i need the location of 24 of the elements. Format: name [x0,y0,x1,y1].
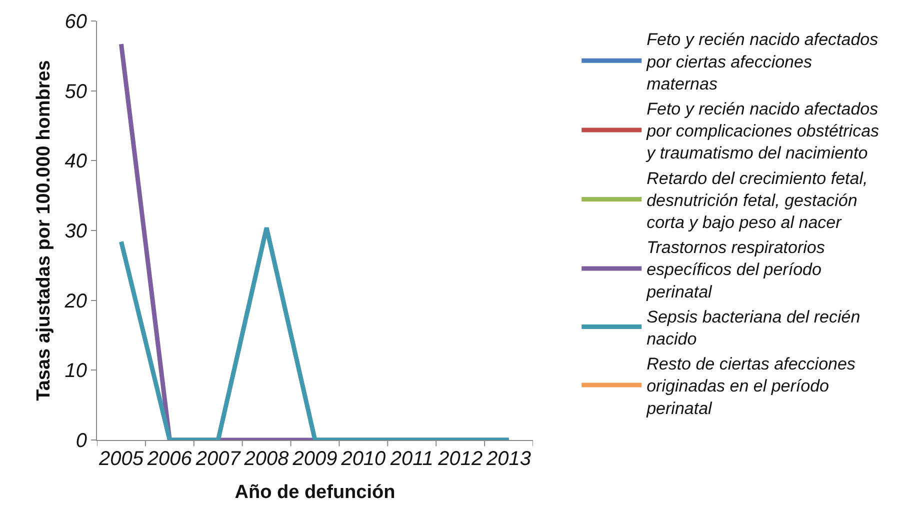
y-tick-label: 40 [64,150,87,173]
y-tick-label: 0 [76,430,87,452]
y-tick-label: 10 [64,360,87,382]
legend-label: Trastornos respiratorios específicos del período perinatal [646,238,826,302]
legend-label: Sepsis bacteriana del recién nacido [646,307,860,348]
legend-label: Retardo del crecimiento fetal, desnutrición fetal, gestación corta y bajo peso al nacer [646,168,868,232]
x-tick-label: 2006 [146,448,193,470]
y-tick-label: 30 [64,220,87,242]
x-tick-label: 2013 [486,448,532,470]
x-tick-label: 2005 [98,448,144,470]
legend-label: Feto y recién nacido afectados por complicaciones obstétricas y traumatismo del nacimiento [646,99,880,163]
x-axis-title: Año de defunción [234,482,396,503]
legend-label: Resto de ciertas afecciones originadas en el período perinatal [646,354,856,418]
x-tick-label: 2007 [194,448,242,470]
y-axis-title: Tasas ajustadas por 100.000 hombres [34,60,55,401]
y-tick-label: 60 [64,11,87,33]
y-tick-label: 20 [64,290,87,312]
y-tick-label: 50 [64,80,87,103]
x-tick-label: 2012 [437,448,483,470]
x-tick-label: 2009 [292,448,338,470]
x-tick-label: 2008 [243,448,289,470]
x-tick-label: 2010 [340,448,386,470]
legend-label: Feto y recién nacido afectados por ciertas afecciones maternas [646,30,879,94]
x-tick-label: 2011 [389,448,434,470]
